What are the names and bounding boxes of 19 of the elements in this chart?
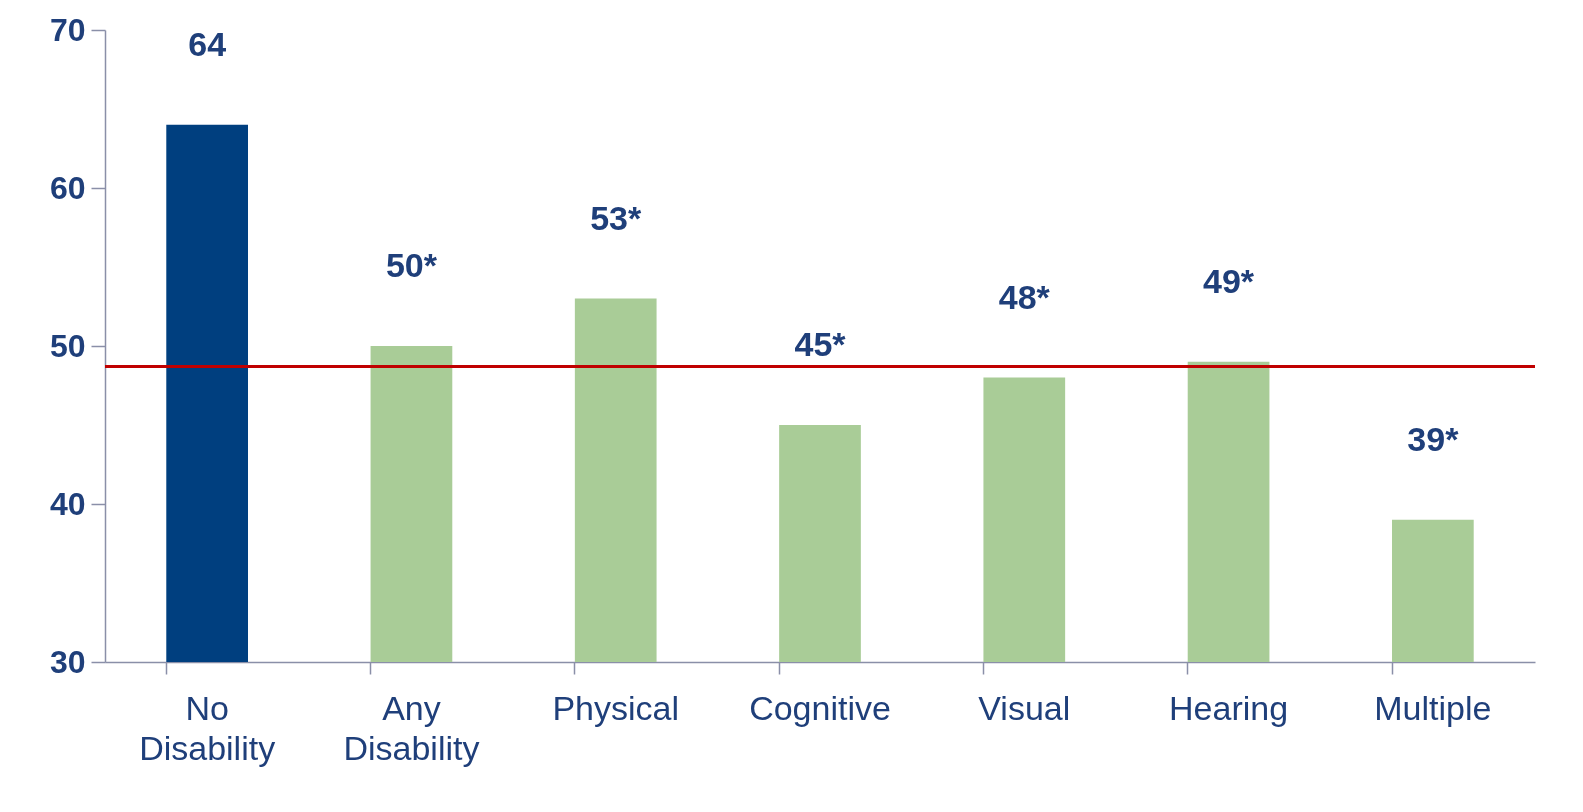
- data-label: 48*: [998, 277, 1051, 316]
- y-tick-label: 30: [49, 643, 86, 680]
- x-tick-label: Hearing: [1169, 688, 1289, 727]
- x-tick-label: Multiple: [1374, 688, 1492, 727]
- x-tick-label: No Disability: [139, 688, 276, 767]
- x-tick-label: Visual: [978, 688, 1071, 727]
- y-tick-label: 50: [49, 327, 86, 364]
- x-tick-label: Physical: [552, 688, 680, 727]
- data-label: 53*: [590, 198, 642, 237]
- x-tick-label: Any Disability: [343, 688, 480, 767]
- data-label: 49*: [1203, 261, 1255, 300]
- y-tick-label: 60: [49, 169, 86, 206]
- y-tick-label: 40: [49, 485, 86, 522]
- data-label: 39*: [1407, 419, 1460, 458]
- data-label: 45*: [794, 325, 847, 363]
- data-label: 64: [188, 24, 227, 63]
- y-tick-label: 70: [49, 11, 86, 48]
- data-label: 50*: [385, 246, 438, 284]
- x-tick-label: Cognitive: [749, 688, 891, 727]
